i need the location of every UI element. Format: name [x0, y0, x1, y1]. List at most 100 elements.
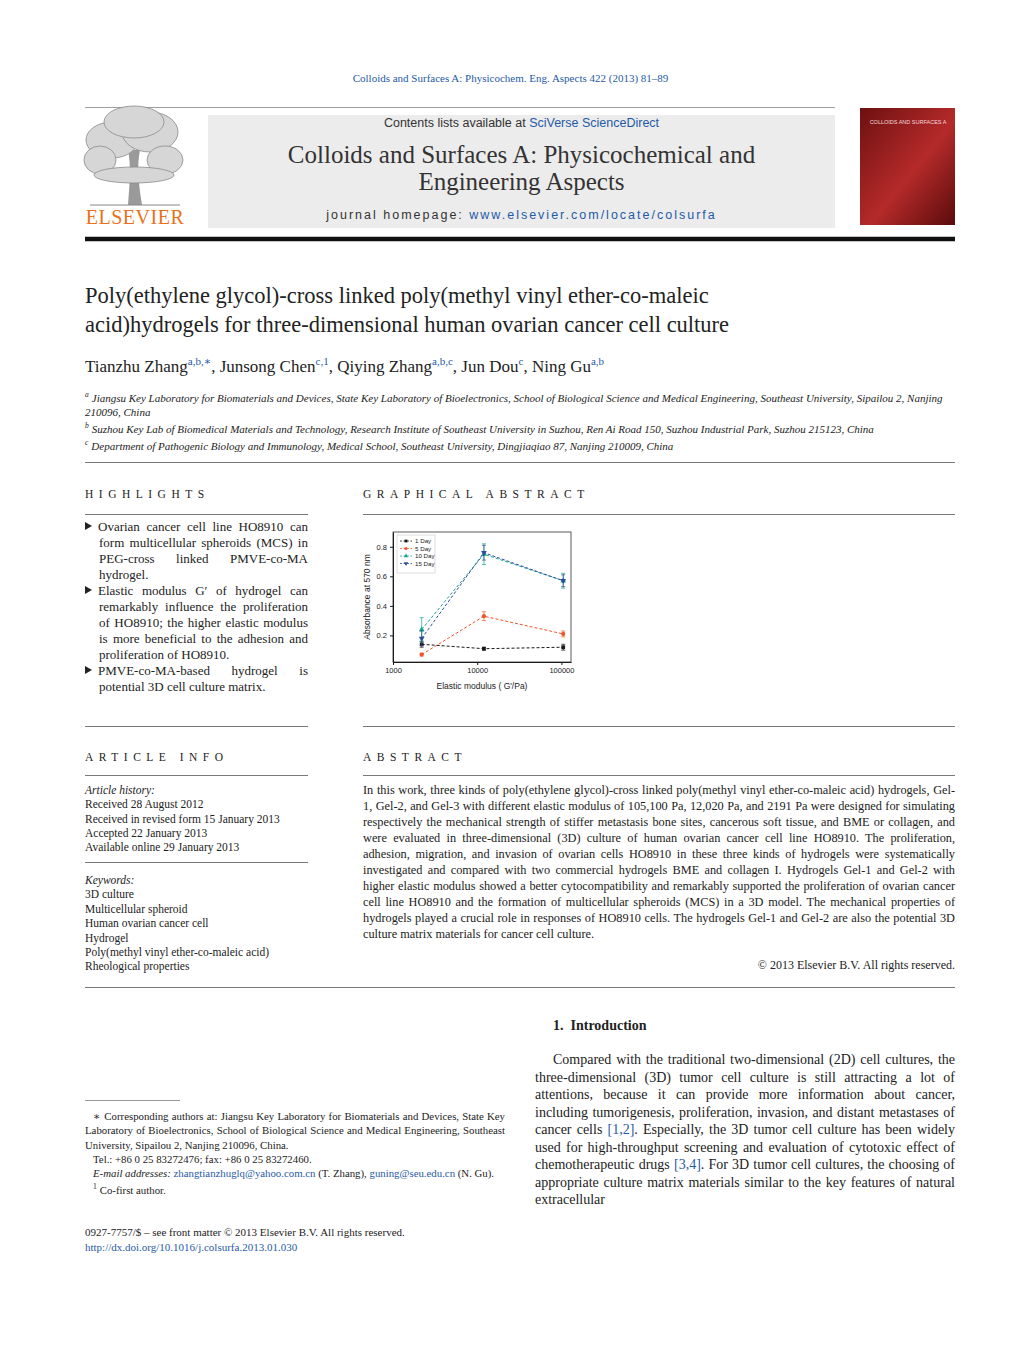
y-axis-title: Absorbance at 570 nm [362, 554, 372, 640]
x-tick-label: 10000 [467, 666, 488, 675]
text-run: Contents lists available at [384, 116, 529, 130]
journal-cover [860, 108, 955, 225]
y-tick-label: 0.6 [377, 572, 387, 581]
author-affil-mark[interactable]: c,1 [316, 355, 329, 367]
highlight-item: Elastic modulus G′ of hydrogel can remar… [85, 583, 308, 663]
history-label-row: Article history: [85, 783, 308, 797]
legend-line [400, 563, 412, 564]
error-bar [482, 544, 486, 565]
article-info: Article history:Received 28 August 2012R… [85, 783, 308, 854]
rule [85, 462, 955, 463]
author-affil-mark[interactable]: a,b [591, 355, 604, 367]
legend-line [400, 556, 412, 557]
data-point [482, 614, 486, 618]
legend-label: 5 Day [415, 545, 432, 552]
chart: 1000100001000000.20.40.60.8Elastic modul… [362, 532, 574, 691]
citation[interactable]: Colloids and Surfaces A: Physicochem. En… [353, 72, 669, 84]
rule [85, 987, 955, 988]
author-affil-mark[interactable]: c [518, 355, 523, 367]
affil-text: Suzhou Key Lab of Biomedical Materials a… [92, 423, 874, 435]
history-item: Received 28 August 2012 [85, 798, 204, 810]
data-point [419, 626, 425, 631]
x-tick-mark [477, 662, 478, 665]
x-axis: 100010000100000 [385, 662, 574, 675]
error-bar [561, 631, 565, 637]
cover-title: COLLOIDS AND SURFACES A [870, 119, 947, 125]
history-row: Available online 29 January 2013 [85, 840, 308, 854]
legend-marker [404, 562, 408, 566]
y-tick-mark [390, 576, 393, 577]
history-row: Accepted 22 January 2013 [85, 826, 308, 840]
error-bar [561, 644, 565, 650]
y-tick-mark [390, 547, 393, 548]
history-item: Accepted 22 January 2013 [85, 827, 207, 839]
text-run: (N. Gu). [455, 1167, 494, 1179]
link[interactable]: zhangtianzhuglq@yahoo.com.cn [174, 1167, 316, 1179]
affiliation: bSuzhou Key Lab of Biomedical Materials … [85, 419, 955, 436]
keyword-row: Multicellular spheroid [85, 902, 308, 916]
data-point [561, 645, 565, 649]
section-title: 1. Introduction [553, 1018, 646, 1033]
footnote-rule [85, 1100, 180, 1101]
x-tick-mark [393, 662, 394, 665]
header-rule [85, 237, 955, 242]
keyword: Poly(methyl vinyl ether-co-maleic acid) [85, 946, 269, 958]
error-bar [420, 653, 424, 656]
author-name: Junsong Chen [220, 357, 316, 376]
bullet [85, 666, 92, 674]
link[interactable]: www.elsevier.com/locate/colsurfa [469, 208, 716, 222]
author-affil-mark[interactable]: a,b,∗ [188, 355, 211, 367]
legend-marker [404, 547, 407, 550]
footnote: Tel.: +86 0 25 83272476; fax: +86 0 25 8… [85, 1152, 505, 1166]
author-affil-mark[interactable]: a,b,c [432, 355, 453, 367]
author-name: Ning Gu [532, 357, 591, 376]
highlight-item: Ovarian cancer cell line HO8910 can form… [85, 519, 308, 583]
link[interactable]: SciVerse ScienceDirect [529, 116, 659, 130]
data-point [482, 647, 486, 651]
data-point [420, 653, 424, 657]
x-tick-label: 1000 [385, 666, 402, 675]
doi: http://dx.doi.org/10.1016/j.colsurfa.201… [85, 1241, 297, 1253]
data-point [561, 632, 565, 636]
doi-link[interactable]: http://dx.doi.org/10.1016/j.colsurfa.201… [85, 1241, 297, 1253]
y-axis-line [393, 533, 394, 663]
footnote: ∗Corresponding authors at: Jiangsu Key L… [85, 1109, 505, 1152]
keyword: Human ovarian cancer cell [85, 917, 209, 929]
link[interactable]: guning@seu.edu.cn [370, 1167, 456, 1179]
separator: , [329, 357, 338, 376]
section-heading: ARTICLE INFO [85, 751, 229, 763]
legend-label: 10 Day [415, 552, 436, 559]
header-box [208, 115, 835, 228]
section-heading: ABSTRACT [363, 751, 467, 763]
affil-text: Department of Pathogenic Biology and Imm… [91, 440, 673, 452]
plot-frame [393, 532, 571, 662]
series-line [422, 554, 564, 629]
issn: 0927-7757/$ – see front matter © 2013 El… [85, 1226, 405, 1238]
separator: , [453, 357, 462, 376]
error-bar [420, 641, 424, 647]
rule [85, 107, 835, 108]
data-point [420, 642, 424, 646]
publisher-logo [84, 106, 183, 205]
author-name: Qiying Zhang [337, 357, 432, 376]
x-axis-line [394, 662, 572, 663]
heading: ARTICLE INFO [85, 751, 229, 763]
highlight-text: PMVE-co-MA-based hydrogel is potential 3… [98, 663, 308, 694]
y-axis: 0.20.40.60.8 [377, 533, 394, 663]
link[interactable]: [3,4] [674, 1157, 701, 1172]
contents-line: Contents lists available at SciVerse Sci… [208, 116, 835, 130]
data-point [560, 579, 566, 584]
rule [363, 726, 955, 727]
heading: ABSTRACT [363, 751, 467, 763]
affil-mark: c [85, 438, 88, 447]
title: acid)hydrogels for three-dimensional hum… [85, 312, 729, 337]
footnote-text: Tel.: +86 0 25 83272476; fax: +86 0 25 8… [93, 1153, 312, 1165]
title: Poly(ethylene glycol)-cross linked poly(… [85, 283, 709, 308]
rule [363, 775, 955, 776]
affiliation: cDepartment of Pathogenic Biology and Im… [85, 436, 955, 453]
text-run: journal homepage: [326, 208, 469, 222]
link[interactable]: [1,2] [607, 1122, 634, 1137]
journal-title: Engineering Aspects [208, 168, 835, 196]
keyword: 3D culture [85, 888, 134, 900]
footnotes: ∗Corresponding authors at: Jiangsu Key L… [85, 1109, 505, 1197]
